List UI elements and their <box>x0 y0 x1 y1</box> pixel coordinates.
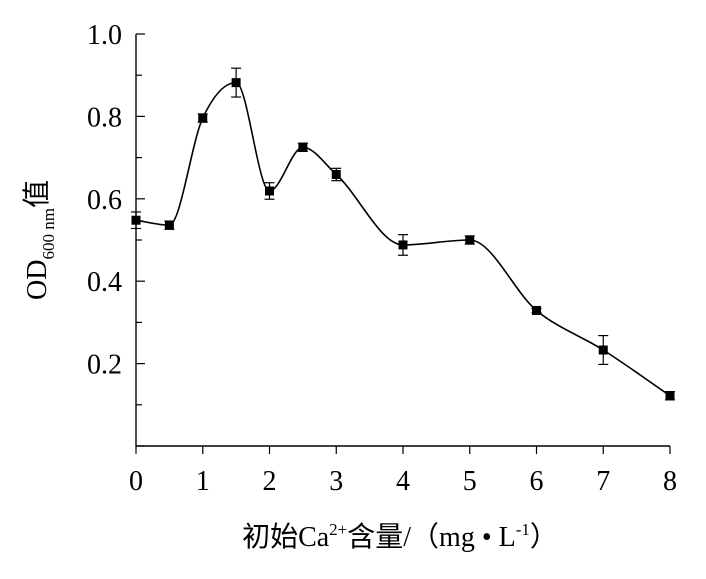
data-point <box>198 113 208 123</box>
data-point <box>665 391 675 401</box>
data-point <box>231 78 241 88</box>
x-tick-label: 2 <box>263 466 277 497</box>
x-tick-label: 1 <box>196 466 210 497</box>
x-axis-title: 初始Ca2+含量/（mg • L-1） <box>242 520 558 553</box>
data-point <box>398 240 408 250</box>
error-bars <box>131 67 675 401</box>
x-tick-label: 5 <box>463 466 477 497</box>
x-tick-label: 3 <box>329 466 343 497</box>
data-point <box>164 220 174 230</box>
data-point <box>298 142 308 152</box>
data-point <box>265 186 274 196</box>
y-tick-label: 0.4 <box>87 267 122 298</box>
y-tick-label: 0.8 <box>87 102 122 133</box>
data-point <box>465 235 475 245</box>
y-tick-label: 0.6 <box>87 185 122 216</box>
data-markers <box>131 78 675 401</box>
x-tick-label: 6 <box>530 466 544 497</box>
y-tick-label: 0.2 <box>87 350 122 381</box>
data-point <box>331 169 341 179</box>
data-point <box>532 305 541 315</box>
x-tick-label: 4 <box>396 466 410 497</box>
data-point <box>131 215 141 225</box>
y-tick-label: 1.0 <box>87 20 122 51</box>
x-tick-label: 8 <box>663 466 677 497</box>
ticks <box>135 33 671 454</box>
data-point <box>598 345 608 355</box>
x-tick-label: 0 <box>129 466 143 497</box>
tick-labels: 0.2 0.4 0.6 0.8 1.0 0 1 2 3 4 5 6 7 8 <box>87 20 677 497</box>
x-tick-label: 7 <box>596 466 610 497</box>
y-axis-title: OD600 nm值 <box>21 180 58 300</box>
